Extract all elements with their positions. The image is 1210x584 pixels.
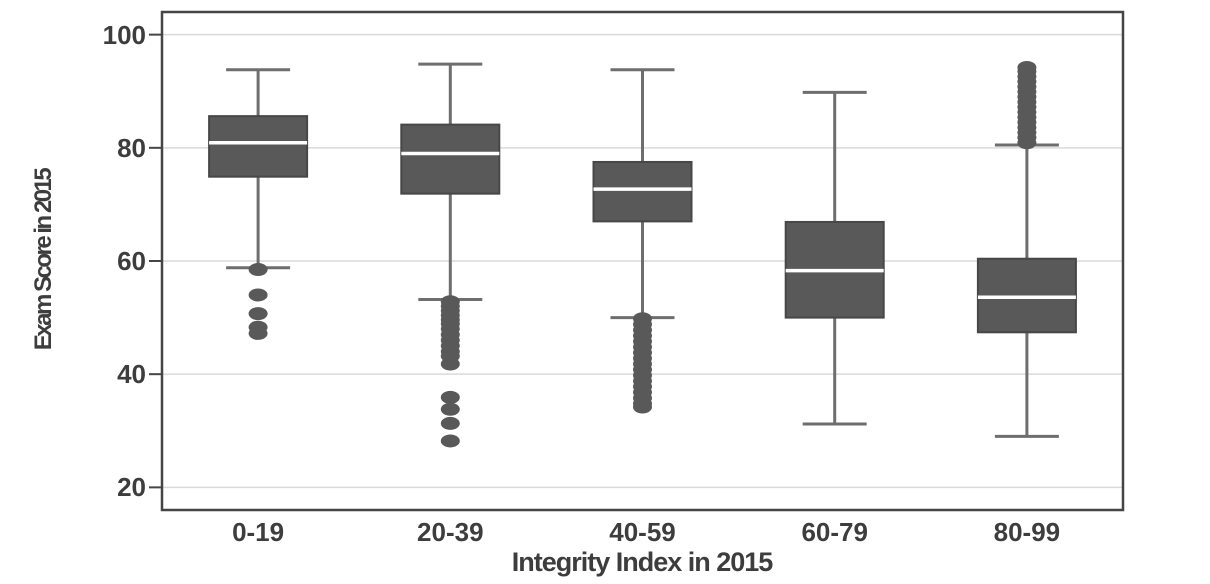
- y-tick-label: 100: [102, 19, 146, 50]
- outlier-dot: [440, 416, 460, 430]
- outlier-dot: [440, 402, 460, 416]
- y-tick-label: 40: [117, 359, 146, 390]
- x-category-label: 40-59: [609, 517, 676, 547]
- box-iqr: [592, 160, 693, 223]
- outlier-dot: [440, 390, 460, 404]
- x-category-label: 80-99: [993, 517, 1061, 547]
- y-tick-label: 20: [117, 472, 146, 503]
- x-category-label: 0-19: [232, 517, 285, 547]
- outlier-dot: [248, 326, 268, 340]
- y-tick-label: 80: [117, 132, 146, 163]
- outlier-dot: [633, 400, 652, 414]
- y-axis-title: Exam Score in 2015: [30, 169, 57, 351]
- outlier-dot: [248, 307, 268, 321]
- x-axis-title: Integrity Index in 2015: [511, 547, 774, 577]
- x-category-label: 60-79: [801, 517, 868, 547]
- outlier-dot: [440, 357, 460, 371]
- outlier-dot: [1017, 60, 1037, 74]
- outlier-dot: [248, 288, 268, 302]
- x-category-label: 20-39: [417, 517, 484, 547]
- box-iqr: [208, 115, 309, 178]
- outlier-dot: [440, 434, 460, 448]
- y-tick-label: 60: [117, 246, 146, 276]
- box-iqr: [400, 123, 501, 195]
- outlier-dot: [248, 262, 268, 276]
- plot-frame: [160, 10, 1125, 512]
